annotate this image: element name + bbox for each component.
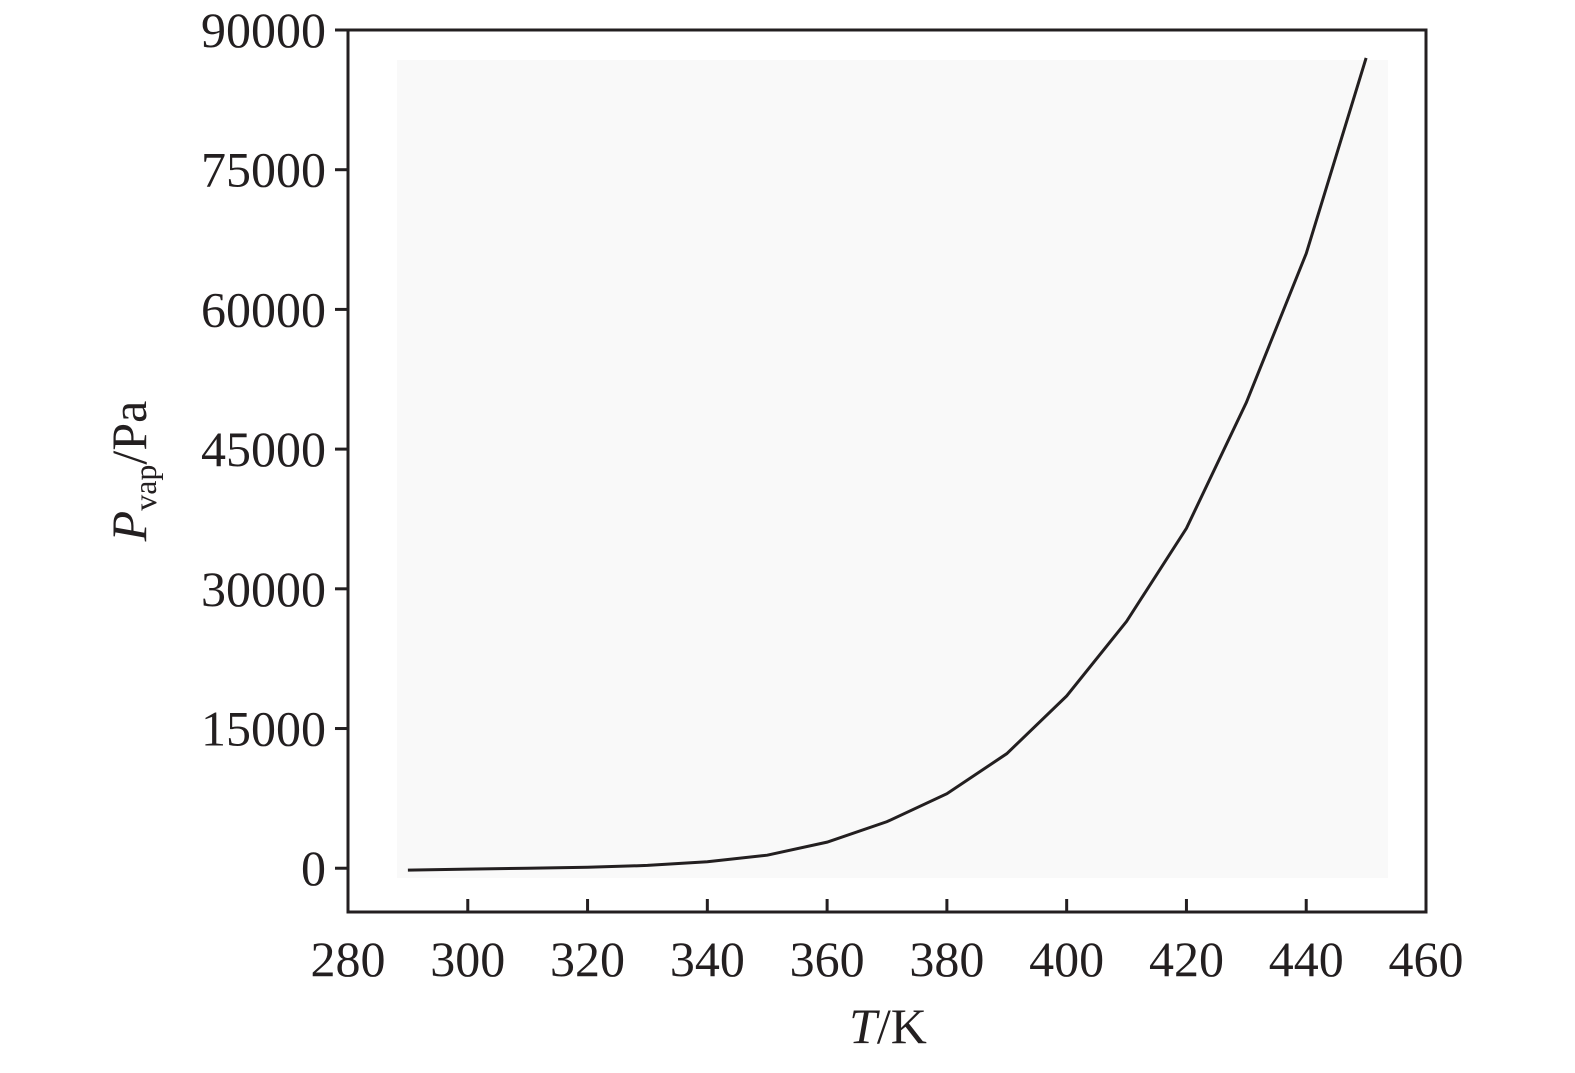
x-tick-label: 320 (550, 931, 625, 987)
y-tick-label: 75000 (201, 142, 326, 198)
y-label-subscript: vap (127, 465, 163, 511)
x-label-symbol: T (849, 998, 880, 1054)
y-tick-label: 15000 (201, 701, 326, 757)
x-tick-label: 420 (1149, 931, 1224, 987)
x-tick-label: 280 (311, 931, 386, 987)
x-tick-label: 360 (790, 931, 865, 987)
y-tick-label: 60000 (201, 281, 326, 337)
x-tick-label: 340 (670, 931, 745, 987)
x-label-unit: /K (877, 998, 927, 1054)
y-label-symbol: P (101, 511, 157, 543)
x-tick-label: 440 (1269, 931, 1344, 987)
y-tick-label: 0 (301, 840, 326, 896)
plot-background (397, 60, 1388, 878)
x-tick-label: 380 (909, 931, 984, 987)
y-tick-label: 90000 (201, 2, 326, 58)
y-label-unit: /Pa (101, 401, 157, 465)
data-line (407, 57, 1368, 872)
y-tick-label: 30000 (201, 561, 326, 617)
y-axis-label: Pvap/Pa (101, 401, 163, 543)
plot-frame (346, 28, 1428, 914)
x-tick-label: 300 (430, 931, 505, 987)
x-tick-label: 460 (1389, 931, 1464, 987)
y-tick-label: 45000 (201, 421, 326, 477)
x-axis-label: T/K (849, 998, 927, 1054)
x-tick-label: 400 (1029, 931, 1104, 987)
